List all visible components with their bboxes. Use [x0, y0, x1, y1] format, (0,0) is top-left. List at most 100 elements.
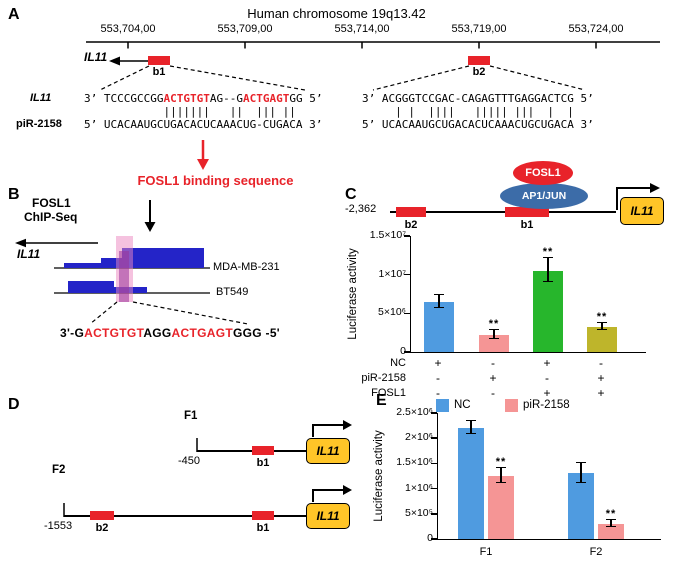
genomic-ruler [86, 41, 660, 49]
error-bar [434, 293, 444, 308]
y-axis-tick-label: 0 [356, 345, 406, 357]
construct-f1-line [196, 438, 306, 452]
c-condition-matrix: NC + - + - piR-2158- + - + FOSL1- - + + [361, 356, 645, 401]
y-axis-tick-mark [431, 538, 437, 540]
alignment-il11-label: IL11 [30, 92, 52, 104]
condition-cell: - [436, 386, 440, 400]
chipseq-peaks-mda-mb-231 [64, 248, 204, 268]
promoter-b2-label: b2 [404, 219, 418, 231]
sequence-motif-highlight: ACTGTGT [84, 326, 144, 340]
error-bar [576, 462, 586, 483]
y-axis-tick-mark [404, 312, 410, 315]
c-bar-4 [587, 327, 617, 352]
chromosome-title: Human chromosome 19q13.42 [247, 6, 426, 21]
y-axis-tick-label: 5×10⁵ [404, 506, 433, 519]
fosl1-binding-caption: FOSL1 binding sequence [137, 173, 294, 188]
condition-cell: + [597, 386, 605, 400]
sequence-text: 3’ ACGGGTCCGAC-CAGAGTTTGAGGACTCG 5’ [362, 92, 594, 105]
c-bar-1 [424, 301, 454, 352]
panel-b-label: B [8, 186, 20, 203]
significance-marker: ** [488, 318, 500, 331]
binding-site-connector-dashed-lines [99, 65, 586, 91]
condition-row-label: NC [390, 357, 406, 369]
alignment-pir2158-label: piR-2158 [16, 118, 62, 130]
condition-cell: + [543, 386, 551, 400]
e-bar-NC-F1 [458, 428, 484, 539]
fosl1-binding-sequence-text: 3'-GACTGTGTAGGACTGAGTGGG -5' [55, 326, 285, 340]
y-axis-tick-mark [431, 513, 437, 515]
il11-gene-label-a: IL11 [84, 50, 108, 64]
il11-gene-arrow-b [15, 238, 98, 248]
chipseq-label-line1: FOSL1 [32, 196, 71, 210]
f1-b1-label: b1 [256, 457, 270, 469]
il11-gene-box-f1: IL11 [306, 438, 350, 464]
f2-b2-box [90, 511, 114, 520]
y-axis-tick-mark [404, 351, 410, 353]
y-axis-tick-mark [431, 462, 437, 465]
il11-gene-arrow-a [109, 56, 148, 66]
y-axis-tick-mark [431, 412, 437, 414]
condition-cell: - [599, 356, 603, 370]
black-down-arrow [144, 200, 156, 232]
sequence-text: AGG [143, 326, 172, 340]
condition-cell: - [491, 356, 495, 370]
condition-cell: - [545, 371, 549, 385]
il11-gene-box-f2: IL11 [306, 503, 350, 529]
e-bar-piR-2158-F1 [488, 476, 514, 539]
ruler-coordinate: 553,704,00 [100, 23, 156, 35]
binding-site-b2-box [468, 56, 490, 65]
construct-f1-start: -450 [178, 455, 201, 467]
binding-site-highlight-band [116, 236, 133, 302]
il11-sequence-b2: 3’ ACGGGTCCGAC-CAGAGTTTGAGGACTCG 5’ [362, 92, 594, 105]
sequence-text: AG--G [209, 92, 243, 105]
condition-cell: + [434, 356, 442, 370]
panel-d-label: D [8, 396, 20, 413]
sequence-text: 5’ UCACAAUGCUGACACUCAAACUGCUGACA 3’ [362, 118, 594, 131]
construct-f1-name: F1 [184, 410, 198, 422]
condition-row-label: FOSL1 [371, 387, 406, 399]
y-axis-tick-label: 1×10⁷ [378, 267, 406, 280]
significance-marker: ** [596, 311, 608, 324]
transcription-start-arrow-c [616, 183, 660, 210]
il11-gene-label-b: IL11 [17, 247, 41, 261]
significance-marker: ** [542, 246, 554, 259]
panel-a-label: A [8, 6, 20, 23]
alignment-block-b1: 3’ TCCCGCCGGACTGTGTAG--GACTGAGTGG 5’ |||… [84, 92, 322, 131]
ruler-tick-labels: 553,704,00 553,709,00 553,714,00 553,719,00… [0, 23, 673, 37]
condition-cell: - [491, 386, 495, 400]
track-label-mda-mb-231: MDA-MB-231 [213, 261, 280, 273]
y-axis-tick-mark [404, 235, 410, 237]
condition-cell: - [436, 371, 440, 385]
ruler-coordinate: 553,709,00 [217, 23, 273, 35]
sequence-text: 3'-G [60, 326, 85, 340]
binding-site-b1-label: b1 [152, 66, 166, 78]
error-bar [597, 322, 607, 331]
promoter-b2-box [396, 207, 426, 217]
error-bar [606, 518, 616, 527]
condition-cell: + [597, 371, 605, 385]
y-axis-tick-label: 5×10⁶ [378, 306, 406, 319]
promoter-b1-box [505, 207, 549, 217]
highlight-connector-dashed-lines [89, 301, 249, 325]
sequence-motif-highlight: ACTGAGT [171, 326, 233, 340]
ruler-coordinate: 553,714,00 [334, 23, 390, 35]
il11-sequence-b1: 3’ TCCCGCCGGACTGTGTAG--GACTGAGTGG 5’ [84, 92, 322, 105]
legend-swatch-pir2158 [505, 399, 518, 412]
f2-b2-label: b2 [95, 522, 109, 534]
il11-gene-box-c: IL11 [620, 197, 664, 225]
e-bar-NC-F2 [568, 473, 594, 539]
y-axis-tick-mark [431, 487, 437, 490]
sequence-motif-highlight: ACTGAGT [242, 92, 290, 105]
track-label-bt549: BT549 [216, 286, 249, 298]
y-axis-tick-label: 1.5×10⁷ [369, 229, 406, 241]
y-axis-tick-label: 2×10⁶ [405, 431, 433, 444]
promoter-position-label: -2,362 [345, 203, 377, 215]
x-axis-category-label: F2 [589, 546, 603, 558]
ruler-coordinate: 553,724,00 [568, 23, 624, 35]
e-bar-piR-2158-F2 [598, 523, 624, 539]
construct-f2-name: F2 [52, 464, 66, 476]
y-axis-tick-label: 1×10⁶ [405, 481, 433, 494]
transcription-start-arrow-f2 [312, 485, 352, 502]
